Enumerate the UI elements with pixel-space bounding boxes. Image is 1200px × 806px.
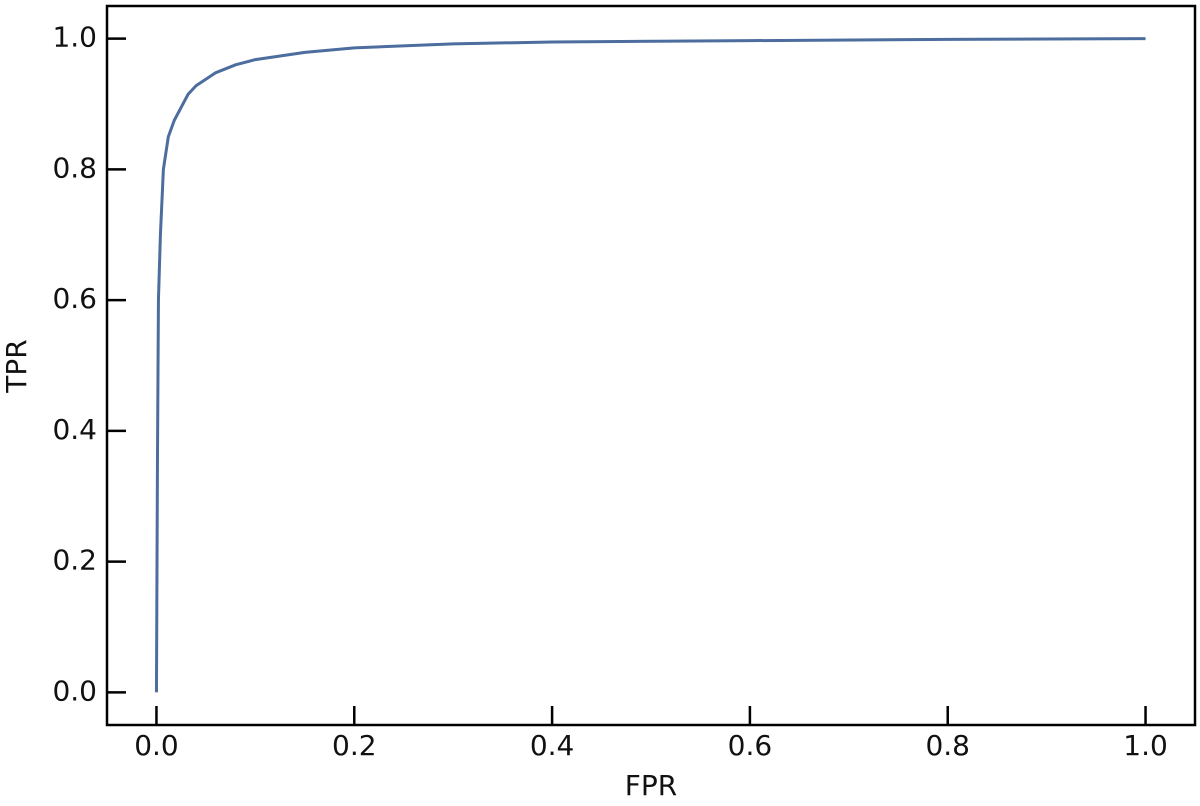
x-tick-label: 1.0	[1123, 729, 1168, 762]
y-tick-label: 0.8	[52, 151, 97, 184]
x-axis-label: FPR	[625, 769, 677, 802]
x-tick-label: 0.4	[530, 729, 575, 762]
y-tick-label: 0.0	[52, 674, 97, 707]
x-tick-label: 0.6	[728, 729, 773, 762]
roc-curve	[154, 37, 1146, 693]
y-tick-label: 0.4	[52, 413, 97, 446]
y-tick-label: 1.0	[52, 21, 97, 54]
y-tick-label: 0.6	[52, 282, 97, 315]
x-tick-label: 0.0	[134, 729, 179, 762]
plot-frame	[105, 4, 1197, 727]
y-tick-label: 0.2	[52, 544, 97, 577]
x-tick-label: 0.8	[925, 729, 970, 762]
y-axis-label: TPR	[0, 339, 33, 393]
x-tick-label: 0.2	[332, 729, 377, 762]
